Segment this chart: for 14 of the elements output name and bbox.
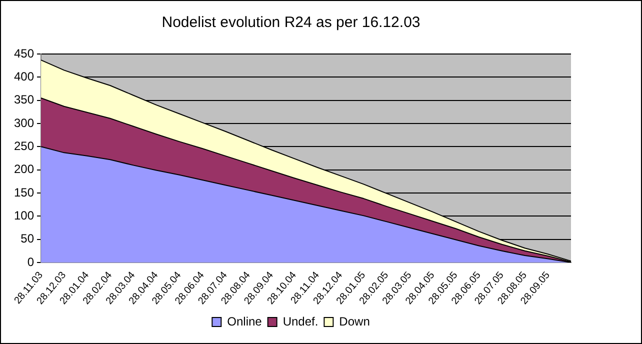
- legend-label: Online: [227, 314, 262, 328]
- y-tick-label: 200: [14, 162, 34, 176]
- y-tick-label: 400: [14, 69, 34, 84]
- legend-label: Down: [339, 314, 370, 328]
- y-tick-label: 450: [14, 46, 34, 60]
- chart-title: Nodelist evolution R24 as per 16.12.03: [162, 14, 420, 32]
- y-tick-label: 350: [14, 92, 34, 107]
- y-tick-label: 250: [14, 138, 34, 153]
- y-tick-label: 150: [14, 185, 34, 200]
- y-tick-label: 100: [14, 208, 34, 222]
- y-tick-label: 0: [27, 254, 34, 269]
- legend-label: Undef.: [282, 314, 318, 328]
- y-tick-label: 300: [14, 116, 34, 130]
- y-tick-label: 50: [20, 232, 34, 246]
